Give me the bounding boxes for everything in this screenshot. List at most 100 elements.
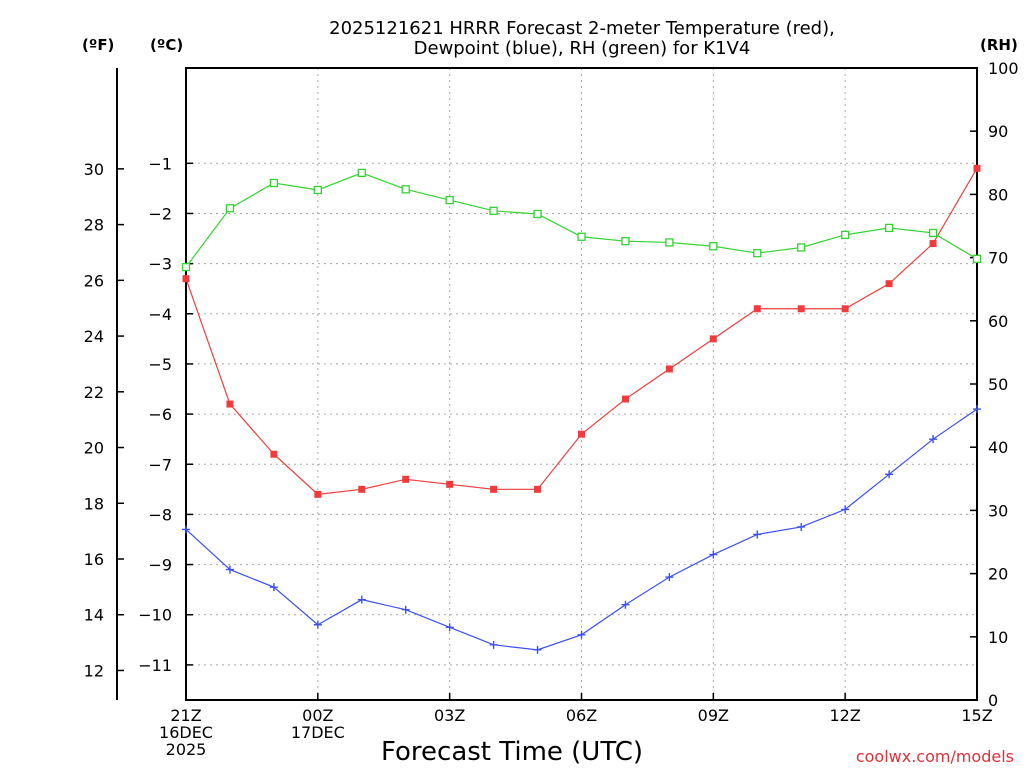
series-layer — [181, 164, 982, 654]
rh-point-0 — [181, 262, 191, 272]
rh-point-6 — [445, 195, 454, 205]
fahrenheit-tick-label-4: 20 — [84, 439, 104, 458]
rh-tick-label-5: 50 — [988, 375, 1008, 394]
rh-point-9 — [577, 232, 586, 241]
celsius-tick-label-7: −8 — [148, 505, 172, 524]
dewpoint-point-18 — [973, 405, 981, 414]
fahrenheit-tick-label-1: 14 — [84, 606, 104, 625]
temperature-point-16 — [885, 280, 893, 288]
rh-tick-label-0: 0 — [988, 691, 998, 710]
fahrenheit-tick-label-9: 30 — [84, 160, 104, 179]
rh-unit-label: (RH) — [980, 36, 1018, 54]
rh-point-13 — [753, 249, 762, 258]
time-tick-label-4-0: 09Z — [698, 706, 729, 725]
dewpoint-point-8 — [533, 645, 542, 654]
dewpoint-point-1 — [225, 565, 234, 574]
dewpoint-point-3 — [313, 620, 322, 629]
fahrenheit-unit-label: (ºF) — [82, 36, 114, 54]
plot-frame — [185, 67, 978, 701]
chart-title-line-2: Dewpoint (blue), RH (green) for K1V4 — [414, 38, 751, 59]
temperature-point-2 — [270, 450, 278, 458]
rh-point-12 — [709, 242, 718, 251]
rh-point-15 — [841, 230, 850, 239]
rh-point-16 — [884, 223, 894, 233]
dewpoint-point-7 — [489, 640, 498, 649]
temperature-point-8 — [534, 485, 542, 493]
celsius-tick-label-9: −10 — [138, 606, 172, 625]
rh-point-2 — [269, 178, 279, 188]
rh-point-18 — [972, 254, 982, 264]
time-tick-label-5-0: 12Z — [830, 706, 861, 725]
rh-tick-label-6: 60 — [988, 312, 1008, 331]
rh-point-14 — [797, 243, 806, 252]
rh-tick-label-7: 70 — [988, 249, 1008, 268]
time-tick-label-0-1: 16DEC — [159, 723, 213, 742]
celsius-tick-label-6: −7 — [148, 455, 172, 474]
time-tick-label-1-1: 17DEC — [291, 723, 345, 742]
rh-point-3 — [313, 185, 322, 195]
celsius-tick-label-2: −3 — [148, 255, 172, 274]
dewpoint-point-5 — [401, 605, 410, 614]
dewpoint-point-4 — [357, 595, 366, 604]
temperature-point-18 — [973, 164, 981, 172]
chart-title-line-1: 2025121621 HRRR Forecast 2-meter Tempera… — [329, 18, 835, 39]
celsius-unit-label: (ºC) — [150, 36, 183, 54]
dewpoint-point-17 — [929, 435, 938, 444]
rh-point-1 — [225, 204, 235, 213]
rh-point-8 — [533, 209, 542, 219]
dewpoint-point-13 — [753, 530, 762, 539]
fahrenheit-tick-label-2: 16 — [84, 550, 104, 569]
temperature-point-10 — [621, 395, 629, 403]
credit-link[interactable]: coolwx.com/models — [856, 747, 1014, 766]
temperature-point-15 — [841, 305, 849, 313]
dewpoint-point-6 — [445, 623, 454, 632]
temperature-point-11 — [665, 365, 673, 373]
grid-lines — [186, 68, 977, 700]
series-line-dewpoint — [185, 408, 978, 651]
fahrenheit-axis: 12 14 16 18 20 22 24 26 28 30 — [84, 160, 124, 680]
celsius-tick-label-0: −1 — [148, 154, 172, 173]
dewpoint-point-0 — [182, 525, 190, 534]
fahrenheit-tick-label-8: 28 — [84, 216, 104, 235]
temperature-point-12 — [709, 335, 717, 343]
temperature-point-0 — [182, 275, 190, 283]
dewpoint-point-14 — [797, 522, 806, 531]
celsius-tick-label-10: −11 — [138, 656, 172, 675]
fahrenheit-tick-label-7: 26 — [84, 271, 104, 290]
celsius-tick-label-8: −9 — [148, 556, 172, 575]
temperature-point-17 — [929, 240, 937, 248]
rh-tick-label-4: 40 — [988, 438, 1008, 457]
fahrenheit-tick-label-5: 22 — [84, 383, 104, 402]
dewpoint-point-16 — [885, 470, 894, 479]
x-axis-label: Forecast Time (UTC) — [381, 737, 643, 767]
series-line-temperature — [185, 168, 978, 495]
temperature-point-6 — [446, 480, 454, 488]
temperature-point-5 — [402, 475, 410, 483]
dewpoint-point-12 — [709, 550, 718, 559]
dewpoint-point-9 — [577, 630, 586, 639]
celsius-tick-label-3: −4 — [148, 305, 172, 324]
series-rh — [181, 168, 982, 272]
rh-point-7 — [489, 206, 498, 215]
time-tick-label-1-0: 00Z — [302, 706, 333, 725]
temperature-point-7 — [490, 485, 498, 493]
temperature-point-4 — [358, 485, 366, 493]
fahrenheit-tick-label-0: 12 — [84, 661, 104, 680]
celsius-tick-label-1: −2 — [148, 204, 172, 223]
time-tick-label-0-2: 2025 — [166, 740, 207, 759]
time-tick-label-0-0: 21Z — [170, 706, 201, 725]
rh-point-17 — [928, 228, 938, 238]
rh-tick-label-10: 100 — [988, 59, 1019, 78]
temperature-point-3 — [314, 490, 322, 498]
fahrenheit-tick-label-6: 24 — [84, 327, 104, 346]
temperature-point-13 — [753, 305, 761, 313]
celsius-axis: −1 −2 −3 −4 −5 −6 −7 −8 −9 −10 −11 — [138, 154, 193, 675]
time-tick-label-6-0: 15Z — [961, 706, 992, 725]
dewpoint-point-11 — [665, 573, 674, 582]
temperature-point-9 — [578, 430, 585, 438]
dewpoint-point-2 — [269, 583, 278, 592]
time-tick-label-2-0: 03Z — [434, 706, 465, 725]
rh-point-11 — [665, 238, 674, 247]
